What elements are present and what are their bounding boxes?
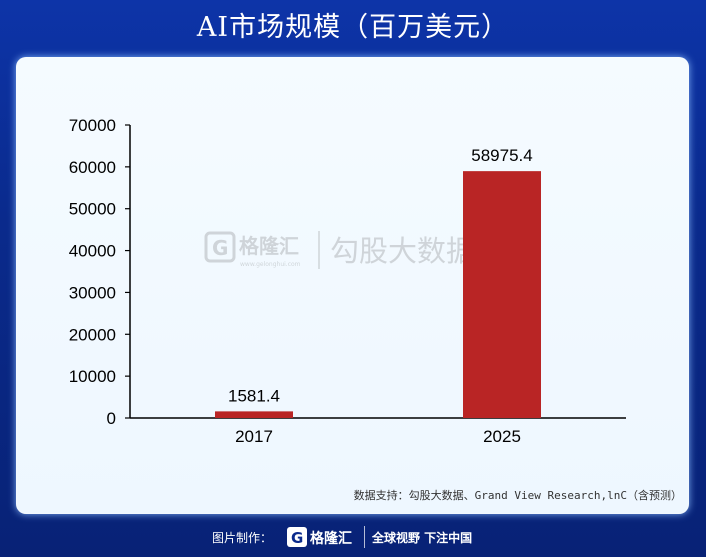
chart-axes: 0 10000 20000 30000 40000 50000 60000 70000 2017…: [69, 116, 626, 446]
watermark-logo-glyph: G: [212, 236, 228, 260]
footer-logo-icon: [287, 527, 307, 547]
footer-divider: [364, 526, 365, 548]
bar-2017: [215, 411, 293, 418]
y-tick-label: 20000: [69, 325, 116, 344]
chart-title: AI市场规模（百万美元）: [196, 12, 510, 43]
chart-panel: [16, 57, 689, 514]
y-tick-label: 10000: [69, 367, 116, 386]
footer: 图片制作： G 格隆汇 全球视野 下注中国: [0, 520, 706, 557]
watermark-brand: 格隆汇: [239, 234, 299, 258]
y-tick-label: 60000: [69, 158, 116, 177]
data-label-2017: 1581.4: [228, 386, 280, 405]
footer-logo: G 格隆汇: [287, 527, 352, 547]
y-tick-label: 50000: [69, 200, 116, 219]
footer-prefix: 图片制作：: [212, 531, 273, 545]
y-tick-label: 70000: [69, 116, 116, 135]
x-tick-label: 2017: [235, 427, 273, 446]
watermark-domain: www.gelonghui.com: [240, 261, 301, 268]
x-tick-label: 2025: [483, 427, 521, 446]
watermark-text: 勾股大数据: [330, 234, 475, 268]
y-tick-label: 30000: [69, 283, 116, 302]
chart-bars: 1581.4 58975.4: [215, 146, 541, 418]
bar-2025: [463, 171, 541, 418]
footer-slogan: 全球视野 下注中国: [372, 531, 473, 545]
y-tick-label: 40000: [69, 242, 116, 261]
svg-text:G: G: [291, 529, 303, 547]
bar-chart: G 格隆汇 www.gelonghui.com 勾股大数据 0 10000 2000…: [69, 116, 626, 446]
footer-brand: 格隆汇: [310, 530, 352, 547]
watermark-logo-icon: [204, 231, 236, 263]
data-label-2025: 58975.4: [471, 146, 532, 165]
source-note: 数据支持：勾股大数据、Grand View Research,lnC（含预测）: [353, 489, 682, 502]
y-tick-label: 0: [107, 409, 116, 428]
watermark: G 格隆汇 www.gelonghui.com 勾股大数据: [204, 231, 475, 269]
